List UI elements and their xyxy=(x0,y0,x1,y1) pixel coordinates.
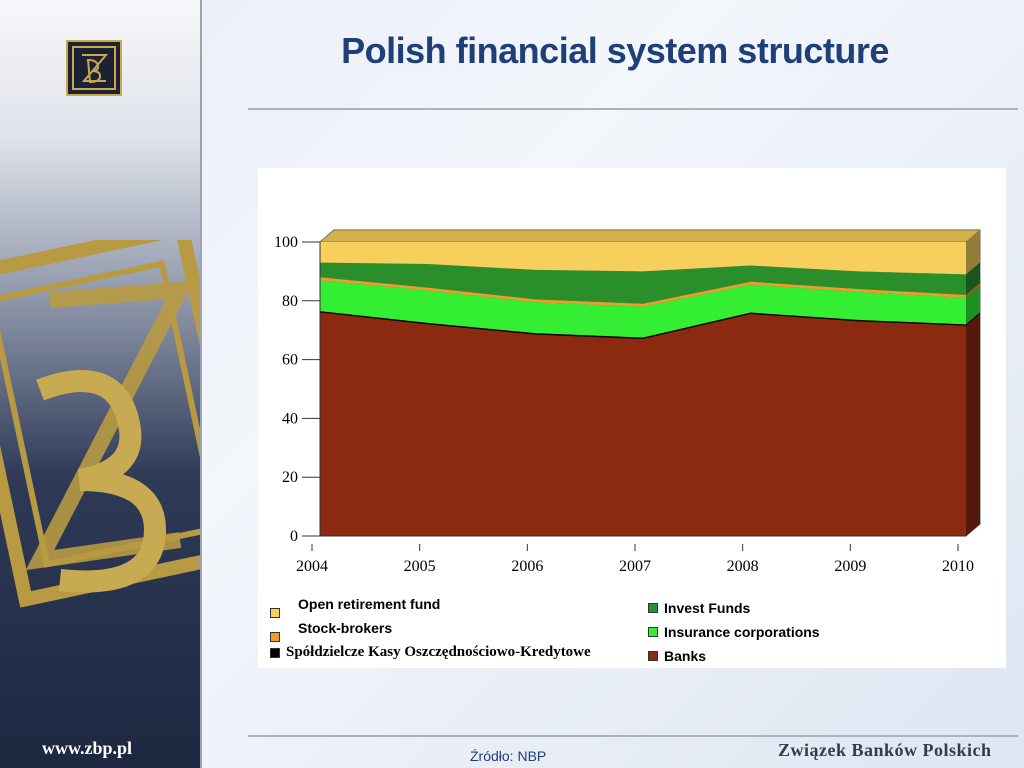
legend-label: Banks xyxy=(664,648,707,664)
legend-swatch xyxy=(270,608,280,618)
y-tick-label: 40 xyxy=(282,410,298,427)
legend-label: Insurance corporations xyxy=(664,624,820,640)
org-name: Związek Banków Polskich xyxy=(778,740,992,760)
brand-sidebar: www.zbp.pl xyxy=(0,0,202,768)
legend-swatch xyxy=(648,627,658,637)
series-area xyxy=(320,277,966,307)
series-area xyxy=(320,312,966,536)
series-side-face xyxy=(966,230,980,275)
legend-swatch xyxy=(270,632,280,642)
source-note: Źródło: NBP xyxy=(470,748,547,764)
legend-skok: Spółdzielcze Kasy Oszczędnościowo-Kredyt… xyxy=(270,644,591,661)
y-tick-label: 100 xyxy=(274,234,298,251)
title-divider xyxy=(248,108,1018,110)
page-title: Polish financial system structure xyxy=(341,30,889,71)
legend-label: Stock-brokers xyxy=(298,620,393,636)
x-tick-label: 2007 xyxy=(619,558,651,575)
y-tick-label: 20 xyxy=(282,469,298,486)
series-side-face xyxy=(966,313,980,536)
stacked-area-chart: 0 20 40 60 80 100 2004 2005 2006 2007 2008 2009 2010 xyxy=(274,229,982,575)
y-tick-label: 60 xyxy=(282,352,298,369)
legend-banks: Banks xyxy=(648,648,706,664)
legend-label: Invest Funds xyxy=(664,600,751,616)
y-tick-label: 0 xyxy=(290,528,298,545)
legend-open-retirement-fund: Open retirement fund xyxy=(270,596,441,618)
legend-swatch xyxy=(648,651,658,661)
series-side-face xyxy=(966,282,980,298)
legend-label: Open retirement fund xyxy=(298,596,441,612)
legend-insurance: Insurance corporations xyxy=(648,624,820,640)
y-tick-label: 80 xyxy=(282,293,298,310)
series-side-face xyxy=(966,312,980,326)
zbp-logo-icon xyxy=(66,40,122,96)
legend-invest-funds: Invest Funds xyxy=(648,600,750,616)
legend-stock-brokers: Stock-brokers xyxy=(270,620,393,642)
series-area xyxy=(320,280,966,338)
series-side-face xyxy=(966,262,980,295)
chart-panel: 0 20 40 60 80 100 2004 2005 2006 2007 2008 2009 2010… xyxy=(258,168,1006,668)
series-area xyxy=(320,242,966,275)
x-tick-label: 2010 xyxy=(942,558,974,575)
website-url: www.zbp.pl xyxy=(42,738,133,758)
x-tick-label: 2008 xyxy=(727,558,759,575)
x-tick-label: 2006 xyxy=(511,558,543,575)
legend-swatch xyxy=(270,647,280,658)
x-tick-label: 2004 xyxy=(296,558,328,575)
series-side-face xyxy=(966,285,980,325)
series-area xyxy=(320,311,966,340)
series-top-face xyxy=(319,229,981,243)
x-tick-label: 2005 xyxy=(404,558,436,575)
legend-label: Spółdzielcze Kasy Oszczędnościowo-Kredyt… xyxy=(286,644,591,660)
x-tick-label: 2009 xyxy=(834,558,866,575)
zbp-emblem-icon xyxy=(0,220,200,625)
footer-divider xyxy=(248,735,1018,737)
legend-swatch xyxy=(648,603,658,613)
